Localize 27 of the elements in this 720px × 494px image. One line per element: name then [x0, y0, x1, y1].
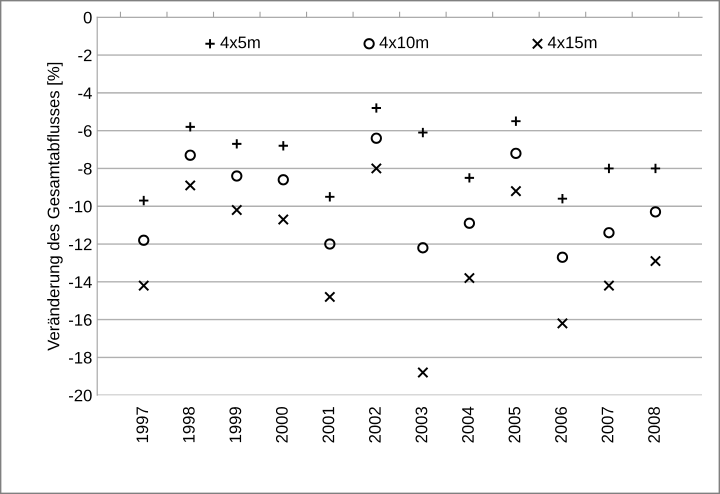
x-tick-label: 2005 — [508, 407, 520, 443]
y-tick-label: 0 — [84, 12, 92, 24]
x-tick-label: 2001 — [322, 407, 334, 443]
y-tick-label: -8 — [78, 162, 92, 175]
y-tick-label: -10 — [68, 200, 92, 212]
y-axis-title: Veränderung des Gesamtabflusses [%] — [47, 62, 63, 351]
legend-label: 4x5m — [220, 36, 260, 48]
x-tick-label: 2003 — [416, 407, 428, 443]
y-tick-label: -14 — [68, 276, 92, 288]
y-tick-label: -2 — [78, 49, 92, 62]
y-tick-label: -4 — [78, 87, 92, 99]
x-tick-label: 2002 — [369, 407, 381, 443]
x-tick-label: 2000 — [276, 406, 288, 443]
y-tick-label: -20 — [68, 390, 92, 402]
y-tick-label: -12 — [68, 238, 92, 250]
y-tick-label: -18 — [68, 352, 92, 364]
legend-label: 4x10m — [380, 36, 428, 48]
legend-label: 4x15m — [548, 36, 596, 48]
x-tick-label: 1999 — [229, 407, 242, 442]
y-tick-label: -6 — [78, 125, 92, 137]
x-tick-label: 1997 — [136, 407, 148, 442]
x-tick-label: 1998 — [182, 407, 195, 442]
x-tick-label: 2008 — [648, 407, 660, 443]
y-tick-label: -16 — [68, 314, 92, 326]
x-tick-label: 2004 — [462, 406, 474, 443]
x-tick-label: 2006 — [555, 407, 567, 443]
x-tick-label: 2007 — [602, 407, 614, 443]
